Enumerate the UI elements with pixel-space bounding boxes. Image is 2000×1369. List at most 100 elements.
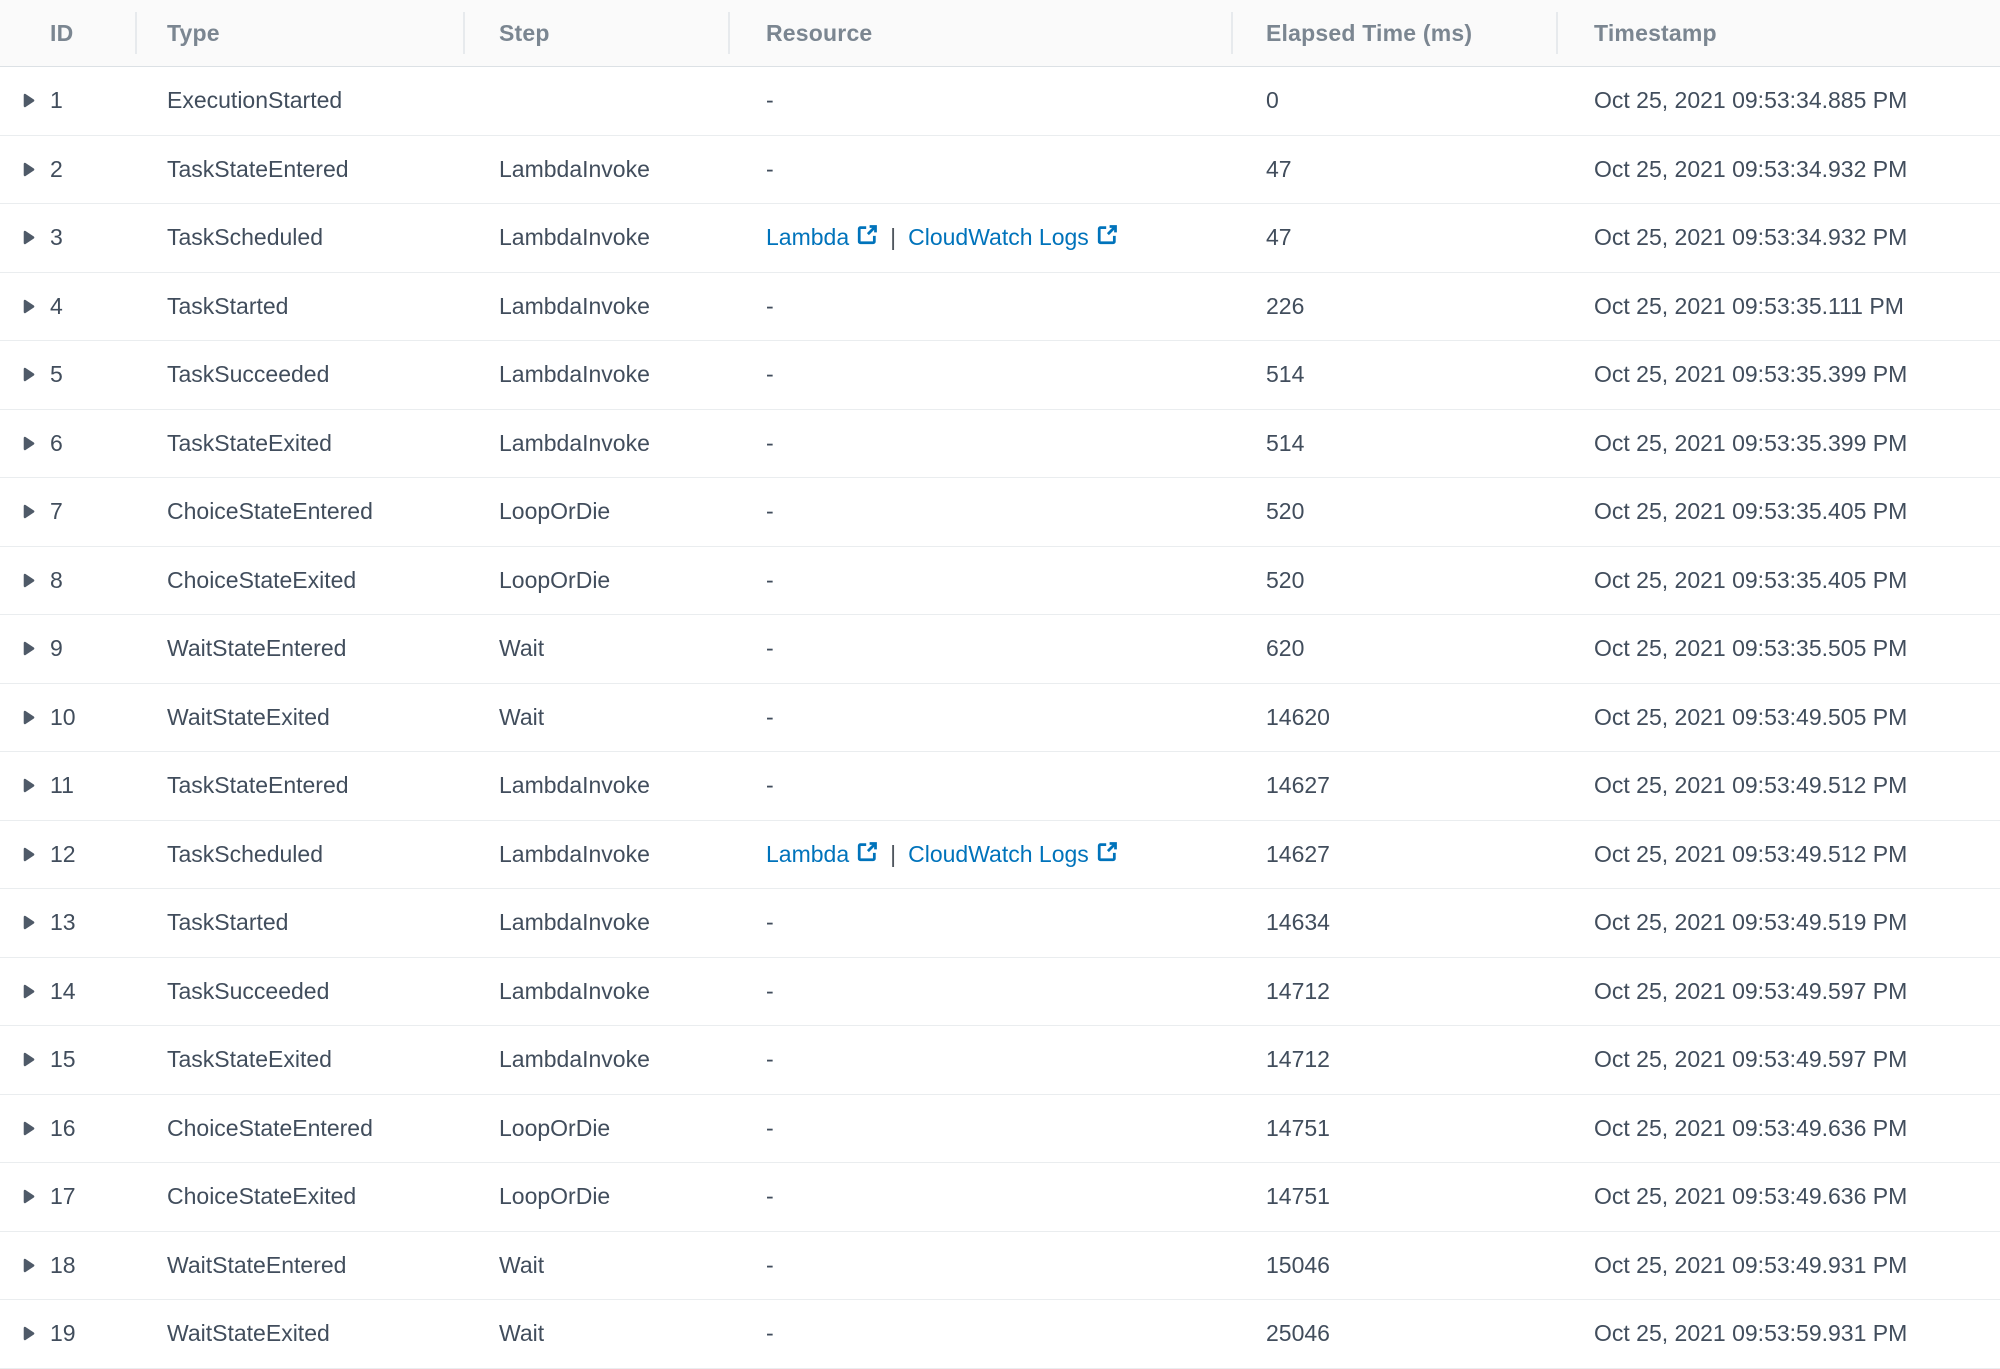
expand-row-button[interactable] [20,1051,37,1068]
table-body: 1 ExecutionStarted - 0 Oct 25, 2021 09:5… [0,67,2000,1369]
id-cell: 8 [0,567,135,594]
resource-dash: - [766,1251,774,1278]
cell-step: LambdaInvoke [499,909,650,936]
row-id: 5 [50,361,63,388]
cloudwatch-logs-link-label: CloudWatch Logs [908,224,1089,251]
resource-dash: - [766,1320,774,1347]
cell-step: LambdaInvoke [499,840,650,867]
cell-step: LoopOrDie [499,498,611,525]
cell-timestamp: Oct 25, 2021 09:53:35.405 PM [1594,566,1908,593]
lambda-link[interactable]: Lambda [766,841,878,868]
expand-row-button[interactable] [20,1120,37,1137]
resource-dash: - [766,292,774,319]
cell-elapsed-time: 14712 [1266,977,1330,1004]
cell-resource: - [728,978,1231,1005]
lambda-link[interactable]: Lambda [766,224,878,251]
cell-timestamp: Oct 25, 2021 09:53:35.399 PM [1594,429,1908,456]
resource-dash: - [766,155,774,182]
id-cell: 9 [0,635,135,662]
resource-link-separator: | [890,840,897,867]
table-row: 10 WaitStateExited Wait - 14620 Oct 25, … [0,683,2000,752]
expand-row-button[interactable] [20,777,37,794]
column-header-resource: Resource [728,0,1231,66]
cell-elapsed-time: 514 [1266,429,1305,456]
expand-row-button[interactable] [20,503,37,520]
expand-row-button[interactable] [20,846,37,863]
table-row: 16 ChoiceStateEntered LoopOrDie - 14751 … [0,1094,2000,1163]
expand-row-button[interactable] [20,161,37,178]
column-header-label: Elapsed Time (ms) [1266,19,1473,46]
row-id: 8 [50,566,63,593]
cell-resource: Lambda | CloudWatch Logs [728,224,1231,251]
expand-row-button[interactable] [20,1188,37,1205]
expand-row-button[interactable] [20,435,37,452]
expand-row-button[interactable] [20,366,37,383]
row-id: 3 [50,224,63,251]
cell-timestamp: Oct 25, 2021 09:53:49.505 PM [1594,703,1908,730]
table-row: 4 TaskStarted LambdaInvoke - 226 Oct 25,… [0,272,2000,341]
row-id: 4 [50,292,63,319]
cell-step: LambdaInvoke [499,224,650,251]
expand-row-button[interactable] [20,92,37,109]
id-cell: 10 [0,704,135,731]
expand-row-button[interactable] [20,1257,37,1274]
expand-row-button[interactable] [20,640,37,657]
cell-resource: - [728,704,1231,731]
table-row: 9 WaitStateEntered Wait - 620 Oct 25, 20… [0,615,2000,684]
expand-row-button[interactable] [20,914,37,931]
column-header-type: Type [135,0,463,66]
cell-step: LoopOrDie [499,1183,611,1210]
cloudwatch-logs-link[interactable]: CloudWatch Logs [908,224,1118,251]
expand-row-button[interactable] [20,1325,37,1342]
cell-step: Wait [499,1320,545,1347]
cell-step: Wait [499,635,545,662]
cell-timestamp: Oct 25, 2021 09:53:49.597 PM [1594,977,1908,1004]
id-cell: 7 [0,498,135,525]
resource-dash: - [766,1183,774,1210]
cell-timestamp: Oct 25, 2021 09:53:49.512 PM [1594,772,1908,799]
expand-row-button[interactable] [20,298,37,315]
expand-row-button[interactable] [20,983,37,1000]
cell-resource: - [728,1320,1231,1347]
expand-row-button[interactable] [20,572,37,589]
cell-step: LoopOrDie [499,1114,611,1141]
right-caret-icon [20,161,37,178]
row-id: 2 [50,155,63,182]
resource-dash: - [766,87,774,114]
cell-resource: - [728,430,1231,457]
cell-type: ChoiceStateExited [167,1183,357,1210]
cell-type: ChoiceStateEntered [167,1114,373,1141]
expand-row-button[interactable] [20,709,37,726]
row-id: 6 [50,429,63,456]
row-id: 16 [50,1114,76,1141]
table-row: 17 ChoiceStateExited LoopOrDie - 14751 O… [0,1163,2000,1232]
column-header-step: Step [463,0,728,66]
id-cell: 16 [0,1115,135,1142]
external-link-icon [1097,841,1118,868]
right-caret-icon [20,1188,37,1205]
row-id: 9 [50,635,63,662]
cell-type: WaitStateExited [167,1320,330,1347]
column-header-label: Step [499,19,550,46]
cell-resource: - [728,156,1231,183]
row-id: 14 [50,977,76,1004]
cell-resource: - [728,87,1231,114]
cell-type: ChoiceStateEntered [167,498,373,525]
resource-dash: - [766,566,774,593]
cell-type: WaitStateEntered [167,635,347,662]
cell-elapsed-time: 47 [1266,155,1292,182]
id-cell: 18 [0,1252,135,1279]
resource-dash: - [766,977,774,1004]
cell-timestamp: Oct 25, 2021 09:53:34.932 PM [1594,224,1908,251]
right-caret-icon [20,640,37,657]
right-caret-icon [20,846,37,863]
cell-type: TaskStarted [167,909,289,936]
right-caret-icon [20,777,37,794]
cell-elapsed-time: 14627 [1266,772,1330,799]
id-cell: 19 [0,1320,135,1347]
table-row: 2 TaskStateEntered LambdaInvoke - 47 Oct… [0,135,2000,204]
expand-row-button[interactable] [20,229,37,246]
cloudwatch-logs-link[interactable]: CloudWatch Logs [908,841,1118,868]
row-id: 11 [50,772,74,799]
